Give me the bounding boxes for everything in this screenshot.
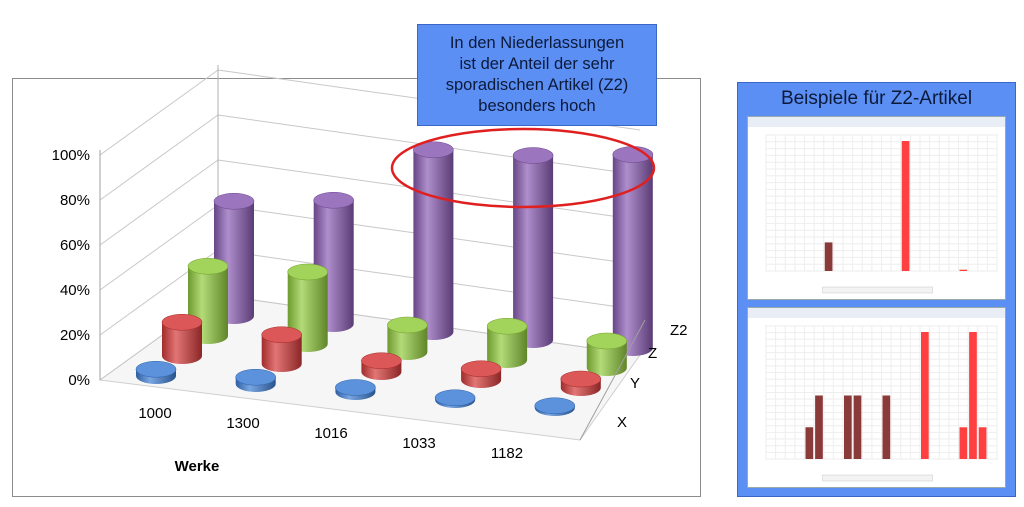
callout-line: In den Niederlassungen <box>449 34 625 52</box>
thumb-legend <box>822 286 933 294</box>
cylinder-Z2-1016 <box>413 149 454 340</box>
thumb-tabbar <box>748 308 1005 318</box>
depth-label: Z2 <box>670 322 688 339</box>
x-tick-label: 1033 <box>402 435 435 452</box>
cylinder-top-Z-1300 <box>287 263 329 281</box>
y-tick-label: 100% <box>52 147 90 164</box>
gridline <box>99 114 219 201</box>
thumb-bar <box>815 395 823 459</box>
y-tick-label: 20% <box>60 327 90 344</box>
y-tick-label: 40% <box>60 282 90 299</box>
thumb-bar <box>805 427 814 459</box>
callout-line: sporadischen Artikel (Z2) <box>445 76 629 94</box>
thumb-tabbar <box>748 117 1005 127</box>
callout-line: ist der Anteil der sehr <box>459 55 615 73</box>
thumb-bar <box>959 269 968 271</box>
cylinder-top-Y-1300 <box>261 326 303 344</box>
callout-line: besonders hoch <box>478 97 596 115</box>
example-chart-1 <box>747 116 1006 300</box>
x-tick-label: 1016 <box>314 425 347 442</box>
thumb-bar <box>969 332 977 459</box>
cylinder-Z2-1182 <box>612 154 653 356</box>
thumb-bar <box>921 332 929 459</box>
y-tick-label: 0% <box>68 372 90 389</box>
cylinder-top-Y-1182 <box>560 370 602 388</box>
gridline <box>99 69 219 156</box>
cylinder-top-Z2-1000 <box>213 192 255 210</box>
cylinder-Y-1300 <box>261 334 302 372</box>
x-tick-label: 1300 <box>226 415 259 432</box>
cylinder-top-Z2-1300 <box>313 191 355 209</box>
cylinder-top-Z-1182 <box>586 332 628 350</box>
cylinder-Z-1182 <box>586 341 627 376</box>
cylinder-Z-1016 <box>387 325 428 360</box>
depth-axis <box>579 319 646 441</box>
gridline <box>99 159 219 246</box>
cylinder-top-Z2-1033 <box>512 147 554 164</box>
thumb-legend <box>822 474 933 482</box>
x-tick-label: 1182 <box>491 445 523 462</box>
cylinder-top-Z-1000 <box>187 257 229 275</box>
thumb-bar <box>824 242 833 271</box>
cylinder-top-Y-1000 <box>161 313 203 331</box>
depth-label: Z <box>648 345 657 362</box>
cylinder-top-Y-1016 <box>361 352 402 370</box>
y-tick-label: 80% <box>60 192 90 209</box>
y-tick-label: 60% <box>60 237 90 254</box>
highlight-ellipse <box>390 127 656 209</box>
examples-panel: Beispiele für Z2-Artikel <box>737 82 1016 497</box>
depth-label: X <box>617 414 627 431</box>
x-tick-label: 1000 <box>138 405 171 422</box>
cylinder-Y-1000 <box>162 322 202 364</box>
thumb-bar <box>959 427 968 459</box>
thumb-bar <box>901 141 910 271</box>
depth-label: Y <box>630 375 640 392</box>
thumb-bar <box>853 395 862 459</box>
cylinder-top-X-1300 <box>235 368 276 386</box>
cylinder-top-Z2-1016 <box>413 141 454 159</box>
cylinder-Z2-1033 <box>513 155 554 348</box>
cylinder-top-Z-1033 <box>486 317 528 335</box>
gridline <box>99 204 219 291</box>
x-axis-label: Werke <box>175 458 220 475</box>
cylinder-top-X-1000 <box>135 360 177 378</box>
cylinder-top-Y-1033 <box>460 360 502 378</box>
cylinder-top-X-1182 <box>534 397 576 415</box>
thumb-bar <box>882 395 891 459</box>
cylinder-Z-1033 <box>487 326 528 368</box>
thumb-bar <box>978 427 987 459</box>
cylinder-top-Z-1016 <box>387 316 428 334</box>
cylinder-top-X-1033 <box>434 389 476 407</box>
callout-box: In den Niederlassungen ist der Anteil de… <box>417 24 657 126</box>
cylinder-top-X-1016 <box>335 379 376 396</box>
example-chart-2 <box>747 307 1006 488</box>
panel-title: Beispiele für Z2-Artikel <box>780 88 973 109</box>
thumb-bar <box>844 395 852 459</box>
